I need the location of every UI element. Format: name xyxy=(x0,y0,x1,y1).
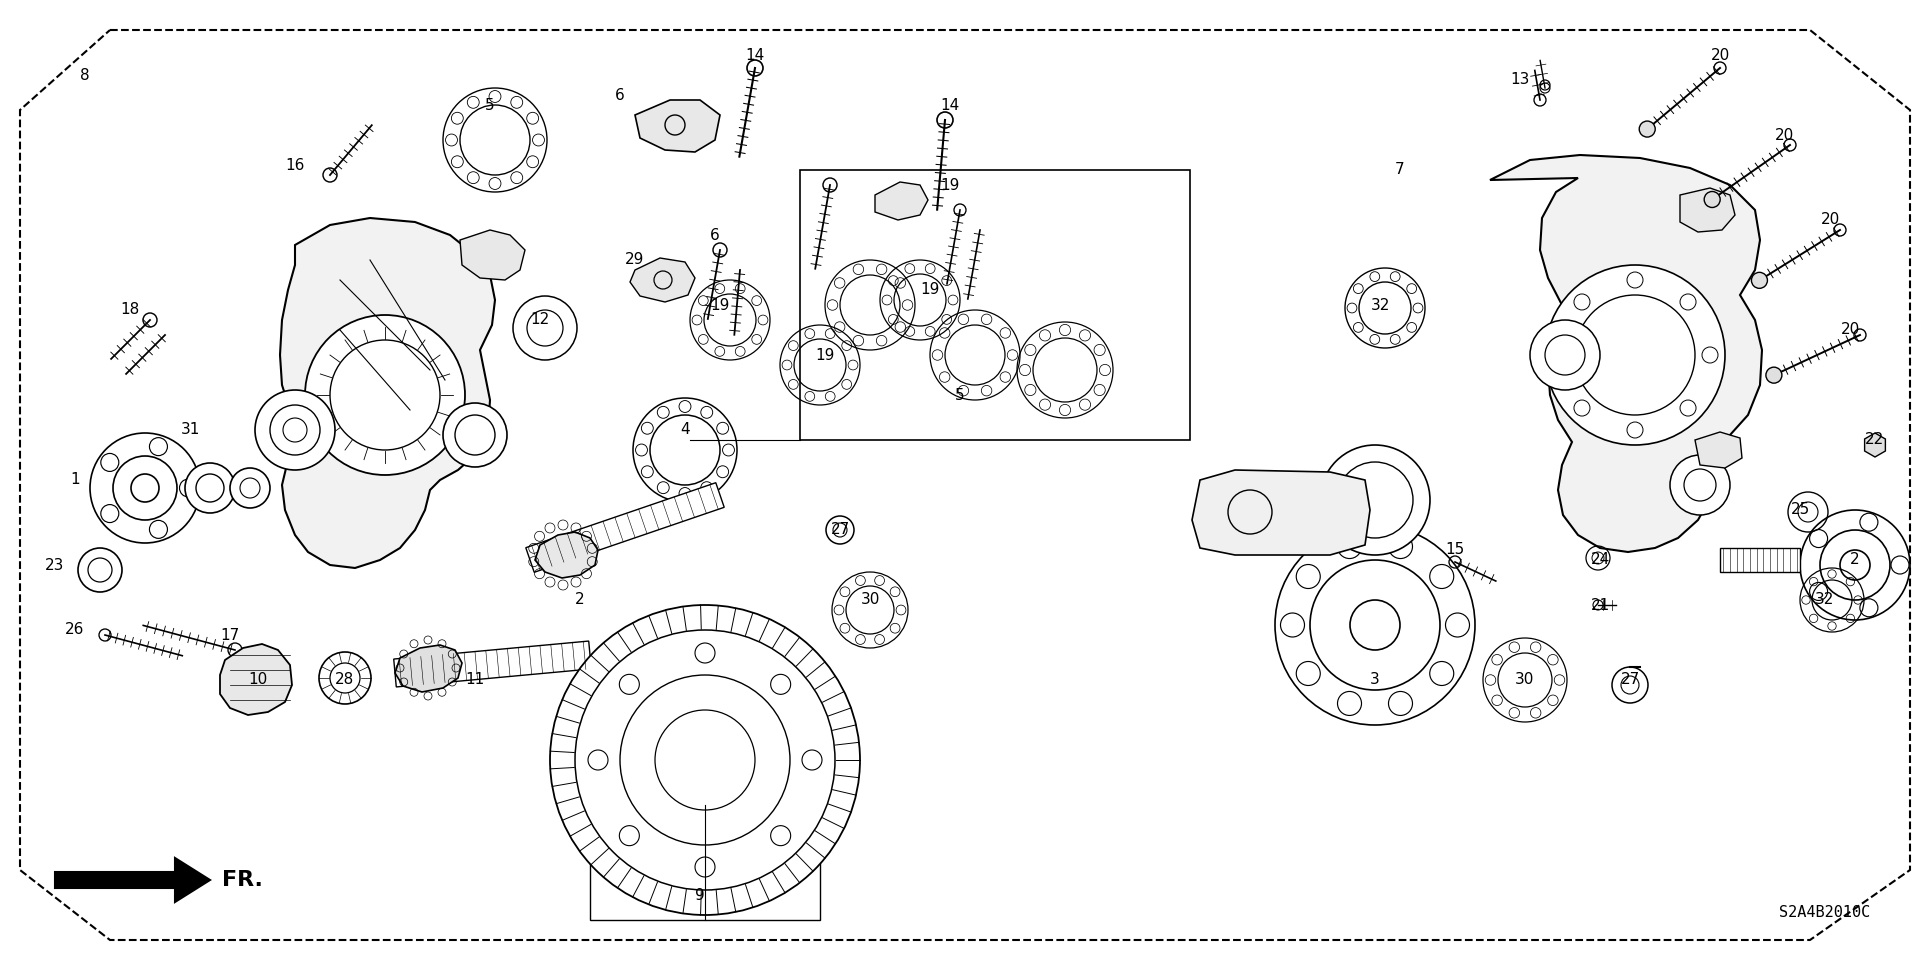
Bar xyxy=(801,170,1190,440)
Polygon shape xyxy=(221,644,292,715)
Text: 20: 20 xyxy=(1820,212,1839,228)
Text: 12: 12 xyxy=(530,313,549,327)
Circle shape xyxy=(1751,273,1768,288)
Text: 14: 14 xyxy=(745,47,764,62)
Text: 20: 20 xyxy=(1711,47,1730,62)
Text: 19: 19 xyxy=(941,178,960,193)
Text: 21: 21 xyxy=(1590,597,1609,612)
Text: S2A4B2010C: S2A4B2010C xyxy=(1778,905,1870,920)
Text: 11: 11 xyxy=(465,673,484,687)
Polygon shape xyxy=(1720,548,1801,572)
Circle shape xyxy=(1530,320,1599,390)
Text: 10: 10 xyxy=(248,673,267,687)
Circle shape xyxy=(1670,455,1730,515)
Circle shape xyxy=(184,463,234,513)
Text: 5: 5 xyxy=(486,98,495,112)
Polygon shape xyxy=(876,182,927,220)
Circle shape xyxy=(305,315,465,475)
Polygon shape xyxy=(526,483,724,572)
Text: 2: 2 xyxy=(1851,553,1860,567)
Circle shape xyxy=(230,468,271,508)
Circle shape xyxy=(1705,191,1720,207)
Text: 19: 19 xyxy=(920,282,939,298)
Bar xyxy=(589,805,820,920)
Text: 5: 5 xyxy=(954,388,966,402)
Text: 2: 2 xyxy=(576,592,586,608)
Circle shape xyxy=(1321,445,1430,555)
Text: 32: 32 xyxy=(1814,592,1836,608)
Circle shape xyxy=(255,390,334,470)
Text: 20: 20 xyxy=(1841,323,1860,338)
Polygon shape xyxy=(630,258,695,302)
Text: 22: 22 xyxy=(1866,433,1885,447)
Text: 24: 24 xyxy=(1590,553,1609,567)
Text: 3: 3 xyxy=(1371,673,1380,687)
Polygon shape xyxy=(1695,432,1741,468)
Text: 26: 26 xyxy=(65,622,84,637)
Text: 29: 29 xyxy=(626,252,645,268)
Text: 30: 30 xyxy=(1515,673,1534,687)
Circle shape xyxy=(1546,265,1724,445)
Text: 19: 19 xyxy=(816,348,835,363)
Text: 4: 4 xyxy=(680,422,689,438)
Polygon shape xyxy=(536,532,597,578)
Polygon shape xyxy=(461,230,524,280)
Circle shape xyxy=(549,605,860,915)
Text: 32: 32 xyxy=(1371,298,1390,313)
Text: 17: 17 xyxy=(221,628,240,642)
Text: 8: 8 xyxy=(81,67,90,83)
Text: 16: 16 xyxy=(286,157,305,173)
Text: 25: 25 xyxy=(1789,502,1811,517)
Text: 6: 6 xyxy=(614,87,624,103)
Text: 19: 19 xyxy=(710,298,730,313)
Polygon shape xyxy=(396,645,463,692)
Text: 28: 28 xyxy=(336,673,355,687)
Polygon shape xyxy=(636,100,720,152)
Text: 27: 27 xyxy=(829,522,851,538)
Circle shape xyxy=(444,403,507,467)
Polygon shape xyxy=(1864,433,1885,457)
Polygon shape xyxy=(280,218,495,568)
Polygon shape xyxy=(394,641,591,687)
Text: 18: 18 xyxy=(121,302,140,318)
Text: 23: 23 xyxy=(46,558,65,572)
Polygon shape xyxy=(1490,155,1763,552)
Text: 30: 30 xyxy=(860,592,879,608)
Text: 9: 9 xyxy=(695,887,705,902)
Circle shape xyxy=(1640,121,1655,137)
Text: 14: 14 xyxy=(941,98,960,112)
Text: FR.: FR. xyxy=(223,870,263,890)
Text: 20: 20 xyxy=(1776,128,1795,142)
Circle shape xyxy=(1766,367,1782,383)
Text: 15: 15 xyxy=(1446,542,1465,558)
Polygon shape xyxy=(1680,188,1736,232)
Polygon shape xyxy=(56,858,209,902)
Text: 13: 13 xyxy=(1511,73,1530,87)
Text: 31: 31 xyxy=(180,422,200,438)
Polygon shape xyxy=(1192,470,1371,555)
Text: 1: 1 xyxy=(71,472,81,488)
Text: 27: 27 xyxy=(1620,673,1640,687)
Text: 7: 7 xyxy=(1396,162,1405,178)
Text: 6: 6 xyxy=(710,228,720,243)
